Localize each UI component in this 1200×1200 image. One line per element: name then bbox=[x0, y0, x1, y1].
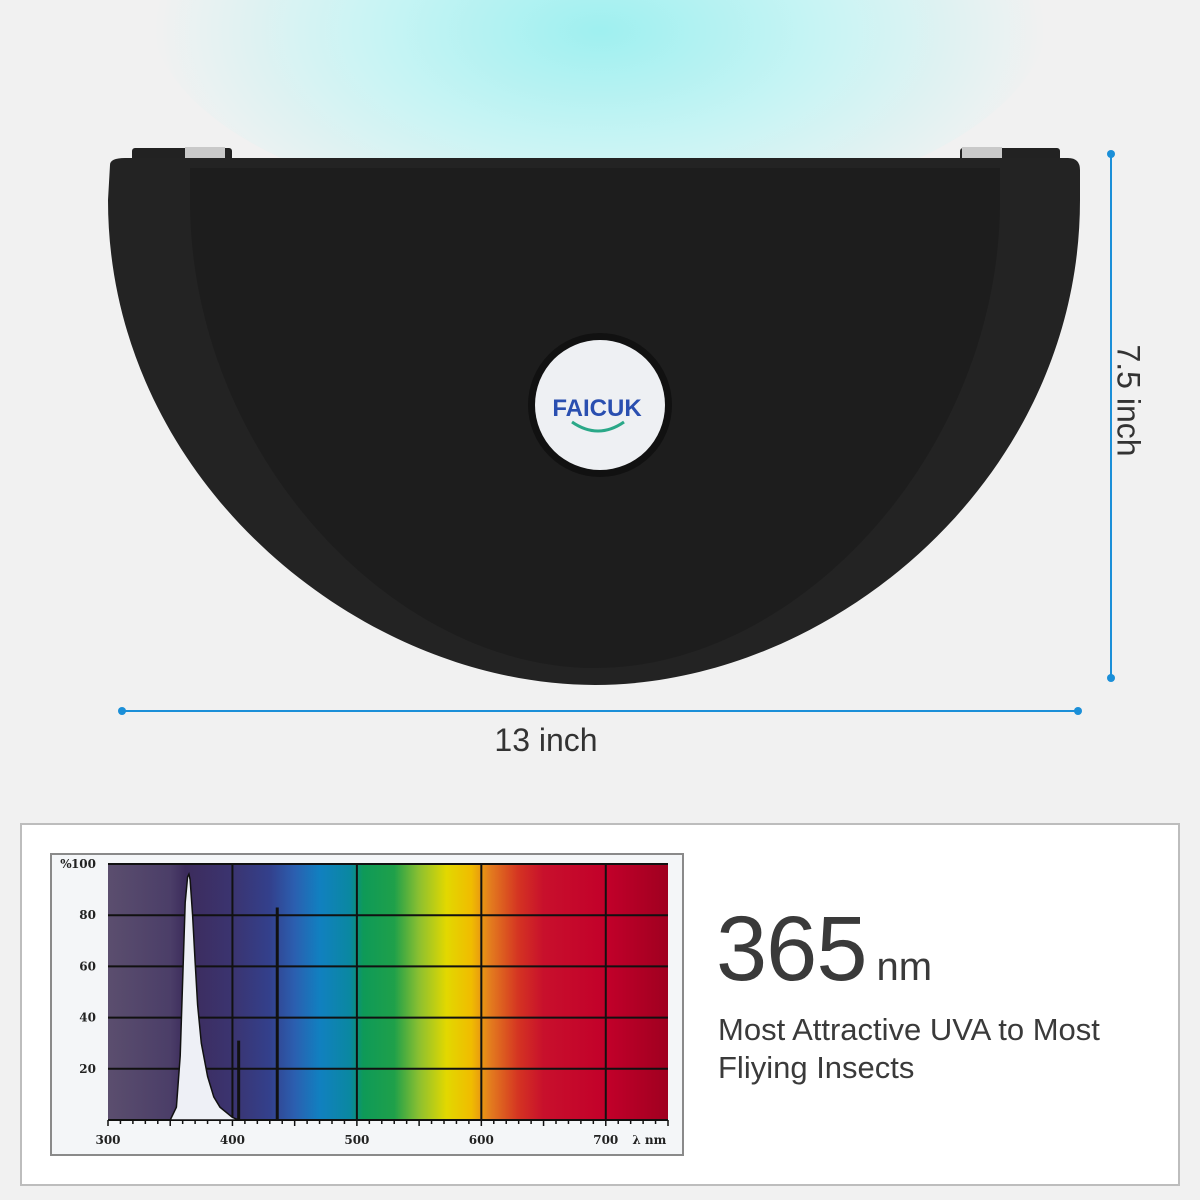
spectrum-chart: 100 80 60 40 20% 300 400 500 600 700 λ nm bbox=[50, 853, 684, 1156]
product-device: FAICUK bbox=[108, 147, 1080, 685]
emission-peak bbox=[169, 871, 239, 1121]
width-dimension-line bbox=[122, 710, 1078, 712]
logo-smile bbox=[571, 420, 625, 433]
height-label: 7.5 inch bbox=[1110, 344, 1147, 457]
height-dimension-line bbox=[1110, 153, 1112, 678]
y-tick-label: 80 bbox=[79, 908, 96, 922]
left-clip-metal bbox=[185, 147, 225, 161]
x-axis-label: λ nm bbox=[632, 1133, 666, 1147]
y-tick-label: 20 bbox=[79, 1062, 96, 1076]
wavelength-value: 365 bbox=[716, 898, 867, 1000]
height-dimension-start bbox=[1107, 150, 1115, 158]
width-label: 13 inch bbox=[494, 722, 598, 758]
width-dimension-start bbox=[118, 707, 126, 715]
spectrum-chart-svg: 100 80 60 40 20% 300 400 500 600 700 λ nm bbox=[60, 857, 669, 1147]
y-tick-label: 60 bbox=[79, 959, 96, 973]
logo-badge bbox=[535, 340, 665, 470]
feature-description: Most Attractive UVA to Most Fliying Inse… bbox=[718, 1012, 1100, 1085]
x-tick-label: 600 bbox=[469, 1133, 494, 1147]
x-tick-label: 500 bbox=[344, 1133, 369, 1147]
x-tick-label: 700 bbox=[593, 1133, 618, 1147]
y-unit-label: % bbox=[60, 857, 72, 871]
wavelength-readout: 365 nm bbox=[716, 897, 932, 1002]
y-tick-label: 100 bbox=[71, 857, 96, 871]
right-clip-metal bbox=[962, 147, 1002, 161]
x-tick-label: 300 bbox=[95, 1133, 120, 1147]
spec-panel: 100 80 60 40 20% 300 400 500 600 700 λ nm 365 nm Mo… bbox=[20, 823, 1180, 1186]
wavelength-unit: nm bbox=[876, 945, 933, 989]
y-tick-label: 40 bbox=[79, 1011, 96, 1025]
height-dimension-end bbox=[1107, 674, 1115, 682]
x-tick-label: 400 bbox=[220, 1133, 245, 1147]
logo-text: FAICUK bbox=[552, 395, 642, 422]
width-dimension-end bbox=[1074, 707, 1082, 715]
